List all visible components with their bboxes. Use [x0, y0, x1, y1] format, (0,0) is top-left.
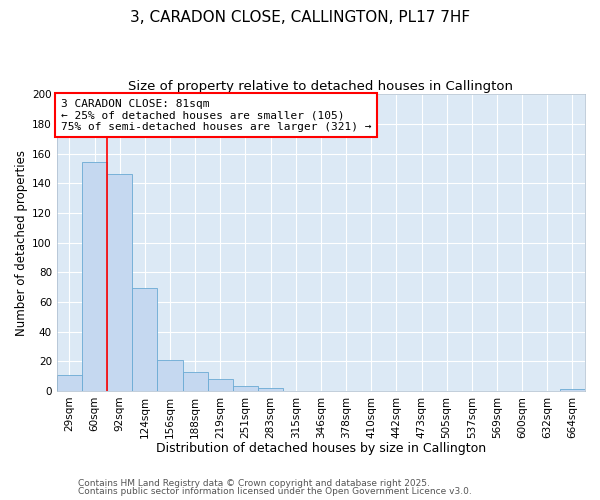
Y-axis label: Number of detached properties: Number of detached properties — [15, 150, 28, 336]
Bar — [258, 388, 283, 391]
Text: Contains HM Land Registry data © Crown copyright and database right 2025.: Contains HM Land Registry data © Crown c… — [78, 478, 430, 488]
Bar — [233, 386, 258, 391]
Bar — [560, 390, 585, 391]
Bar — [182, 372, 208, 391]
Text: Contains public sector information licensed under the Open Government Licence v3: Contains public sector information licen… — [78, 487, 472, 496]
Text: 3 CARADON CLOSE: 81sqm
← 25% of detached houses are smaller (105)
75% of semi-de: 3 CARADON CLOSE: 81sqm ← 25% of detached… — [61, 98, 371, 132]
Bar — [82, 162, 107, 391]
Bar — [107, 174, 132, 391]
Bar — [157, 360, 182, 391]
Bar — [57, 374, 82, 391]
Bar — [132, 288, 157, 391]
Text: 3, CARADON CLOSE, CALLINGTON, PL17 7HF: 3, CARADON CLOSE, CALLINGTON, PL17 7HF — [130, 10, 470, 25]
X-axis label: Distribution of detached houses by size in Callington: Distribution of detached houses by size … — [156, 442, 486, 455]
Title: Size of property relative to detached houses in Callington: Size of property relative to detached ho… — [128, 80, 514, 93]
Bar — [208, 379, 233, 391]
